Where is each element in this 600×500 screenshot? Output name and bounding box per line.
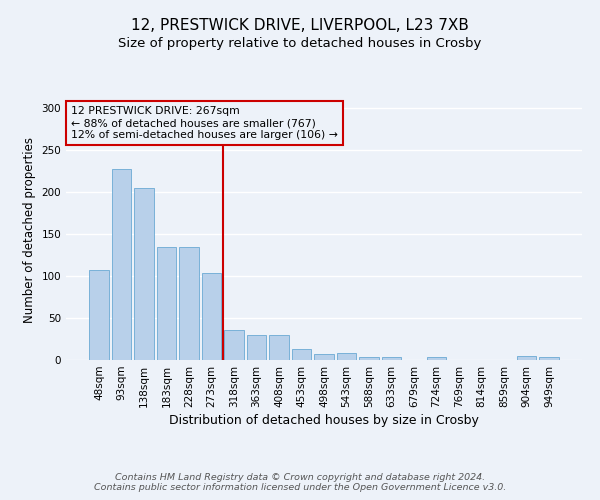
Bar: [247, 335, 266, 360]
Bar: [269, 335, 289, 360]
Y-axis label: Number of detached properties: Number of detached properties: [23, 137, 36, 323]
Bar: [337, 354, 356, 360]
Text: Contains HM Land Registry data © Crown copyright and database right 2024.
Contai: Contains HM Land Registry data © Crown c…: [94, 473, 506, 492]
Bar: [224, 330, 244, 360]
Bar: [179, 247, 199, 360]
Bar: [202, 273, 221, 360]
Bar: [112, 169, 131, 360]
Text: Size of property relative to detached houses in Crosby: Size of property relative to detached ho…: [118, 38, 482, 51]
Bar: [292, 349, 311, 360]
Bar: [427, 358, 446, 360]
Bar: [382, 356, 401, 360]
X-axis label: Distribution of detached houses by size in Crosby: Distribution of detached houses by size …: [169, 414, 479, 427]
Bar: [157, 247, 176, 360]
Bar: [314, 354, 334, 360]
Bar: [134, 188, 154, 360]
Text: 12 PRESTWICK DRIVE: 267sqm
← 88% of detached houses are smaller (767)
12% of sem: 12 PRESTWICK DRIVE: 267sqm ← 88% of deta…: [71, 106, 338, 140]
Bar: [539, 356, 559, 360]
Bar: [359, 356, 379, 360]
Text: 12, PRESTWICK DRIVE, LIVERPOOL, L23 7XB: 12, PRESTWICK DRIVE, LIVERPOOL, L23 7XB: [131, 18, 469, 32]
Bar: [89, 270, 109, 360]
Bar: [517, 356, 536, 360]
